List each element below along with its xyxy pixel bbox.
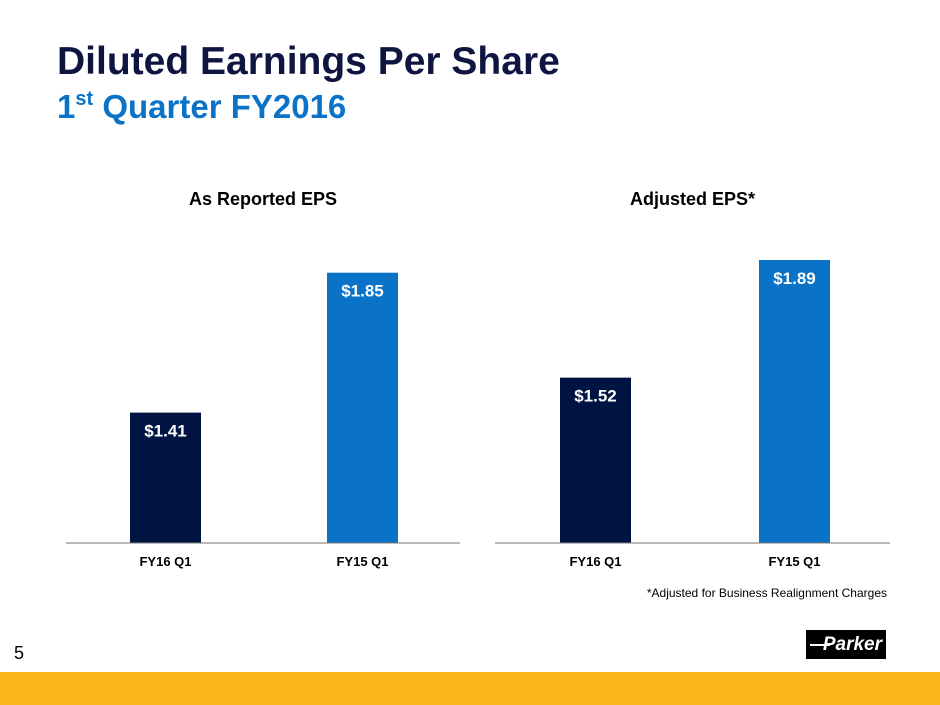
x-tick-label: FY15 Q1 (336, 554, 388, 569)
bar-fy16-q1 (130, 412, 201, 543)
x-tick-label: FY15 Q1 (768, 554, 820, 569)
subtitle-sup: st (75, 88, 94, 110)
chart-title: As Reported EPS (189, 189, 337, 209)
parker-logo: Parker (806, 630, 886, 659)
footer-bar (0, 672, 940, 705)
page-number: 5 (14, 643, 25, 663)
bar-fy15-q1 (759, 259, 830, 543)
chart-title: Adjusted EPS* (630, 189, 755, 209)
footnote: *Adjusted for Business Realignment Charg… (646, 586, 887, 600)
slide-title: Diluted Earnings Per Share (57, 40, 560, 83)
bar-fy15-q1 (327, 272, 398, 543)
bar-fy16-q1 (560, 377, 631, 543)
data-label: $1.85 (341, 282, 384, 301)
x-tick-label: FY16 Q1 (139, 554, 191, 569)
data-label: $1.52 (574, 387, 617, 406)
x-tick-label: FY16 Q1 (569, 554, 621, 569)
subtitle-rest: Quarter FY2016 (93, 88, 347, 125)
subtitle-prefix: 1 (57, 88, 76, 125)
data-label: $1.89 (773, 269, 816, 288)
slide-subtitle: 1st Quarter FY2016 (57, 88, 346, 126)
data-label: $1.41 (144, 422, 187, 441)
